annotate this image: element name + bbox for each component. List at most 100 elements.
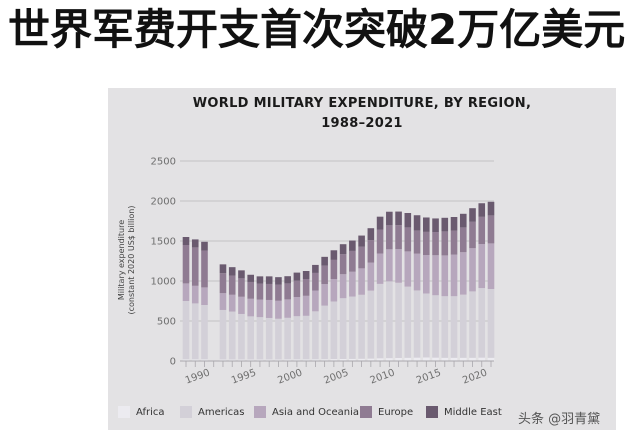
bar-segment-asia-and-oceania xyxy=(376,253,384,284)
bar-segment-middle-east xyxy=(182,237,190,245)
bar-segment-americas xyxy=(441,296,449,358)
bar-segment-middle-east xyxy=(349,240,356,251)
bar-segment-asia-and-oceania xyxy=(191,285,199,304)
legend-swatch-asia-oceania xyxy=(254,406,266,418)
bar-segment-americas xyxy=(302,315,310,360)
bar-segment-africa xyxy=(450,357,458,361)
bar-segment-asia-and-oceania xyxy=(247,298,254,317)
bar-segment-americas xyxy=(275,318,282,360)
bar-segment-americas xyxy=(358,294,365,359)
bar-segment-middle-east xyxy=(312,264,319,273)
legend-item-europe: Europe xyxy=(360,404,413,420)
bar-segment-middle-east xyxy=(404,213,412,228)
bar-segment-europe xyxy=(321,265,328,285)
bar-stack-2018 xyxy=(459,213,467,361)
bar-segment-middle-east xyxy=(441,217,449,232)
bar-segment-americas xyxy=(450,296,458,358)
bar-segment-middle-east xyxy=(321,256,328,266)
bar-segment-asia-and-oceania xyxy=(367,262,375,291)
legend-swatch-europe xyxy=(360,406,372,418)
bar-stack-2010 xyxy=(386,211,393,361)
bar-segment-africa xyxy=(330,359,338,361)
chart-subtitle: 1988–2021 xyxy=(321,116,403,131)
bar-segment-europe xyxy=(275,284,282,301)
bar-stack-2009 xyxy=(376,216,384,361)
bar-segment-africa xyxy=(201,359,208,361)
bar-segment-middle-east xyxy=(284,276,291,284)
bar-segment-africa xyxy=(293,359,301,361)
bar-segment-europe xyxy=(302,279,310,296)
bar-stack-2015 xyxy=(432,218,439,361)
bar-segment-europe xyxy=(256,283,264,300)
bar-segment-africa xyxy=(312,359,319,361)
bar-segment-europe xyxy=(376,229,384,254)
bar-segment-africa xyxy=(459,357,467,361)
bar-segment-asia-and-oceania xyxy=(330,279,338,302)
x-tick-label: 1990 xyxy=(184,367,212,386)
bar-segment-asia-and-oceania xyxy=(487,243,495,289)
bar-segment-africa xyxy=(219,359,227,361)
bar-segment-europe xyxy=(238,278,245,297)
watermark: 头条 @羽青黛 xyxy=(518,412,601,427)
bar-segment-middle-east xyxy=(386,211,393,226)
y-tick-label: 2500 xyxy=(151,157,176,168)
bar-segment-americas xyxy=(386,281,393,359)
bar-segment-asia-and-oceania xyxy=(302,295,310,316)
bar-segment-africa xyxy=(247,359,254,361)
bar-segment-middle-east xyxy=(275,277,282,285)
bar-segment-europe xyxy=(339,254,347,275)
bar-segment-asia-and-oceania xyxy=(321,284,328,306)
bar-segment-europe xyxy=(487,215,495,244)
bar-segment-asia-and-oceania xyxy=(478,244,486,289)
bar-segment-europe xyxy=(228,275,236,295)
bar-segment-asia-and-oceania xyxy=(441,255,449,297)
bar-segment-middle-east xyxy=(228,267,236,276)
y-axis-ticks: 0 500 1000 1500 2000 2500 xyxy=(151,157,176,368)
bar-segment-americas xyxy=(219,309,227,360)
bar-stack-1995 xyxy=(247,274,254,361)
bar-segment-americas xyxy=(339,298,347,359)
bar-segment-middle-east xyxy=(478,203,486,217)
y-tick-label: 0 xyxy=(170,357,176,368)
bar-stack-1996 xyxy=(256,276,264,361)
bar-segment-americas xyxy=(413,290,421,358)
bar-segment-asia-and-oceania xyxy=(413,253,421,291)
bar-segment-asia-and-oceania xyxy=(450,254,458,297)
bar-segment-americas xyxy=(182,301,190,360)
bar-segment-middle-east xyxy=(256,276,264,284)
bar-segment-americas xyxy=(487,289,495,358)
bar-segment-asia-and-oceania xyxy=(284,299,291,318)
bar-segment-americas xyxy=(238,313,245,360)
bar-stack-2011 xyxy=(395,211,402,361)
bar-stack-1992 xyxy=(219,264,227,361)
bar-segment-americas xyxy=(312,311,319,360)
bar-segment-middle-east xyxy=(191,239,199,248)
bar-segment-americas xyxy=(284,317,291,360)
bar-segment-europe xyxy=(201,250,208,288)
bar-segment-africa xyxy=(358,358,365,361)
bar-segment-middle-east xyxy=(302,271,310,279)
x-tick-label: 2020 xyxy=(461,367,489,386)
bar-segment-africa xyxy=(404,357,412,361)
bar-stack-2008 xyxy=(367,228,375,361)
bar-stack-1988 xyxy=(182,237,190,361)
x-tick-label: 1995 xyxy=(230,367,258,386)
x-tick-label: 2000 xyxy=(276,367,304,386)
x-tick-label: 2010 xyxy=(369,367,397,386)
bar-segment-africa xyxy=(349,358,356,361)
bar-segment-americas xyxy=(432,295,439,358)
bar-segment-asia-and-oceania xyxy=(265,299,273,318)
bar-segment-africa xyxy=(191,359,199,361)
bar-segment-middle-east xyxy=(367,228,375,241)
bar-segment-europe xyxy=(182,245,190,284)
bar-segment-americas xyxy=(247,316,254,360)
bar-segment-asia-and-oceania xyxy=(358,268,365,295)
chart-title: WORLD MILITARY EXPENDITURE, BY REGION, xyxy=(192,96,532,111)
bar-segment-africa xyxy=(238,359,245,361)
bar-segment-middle-east xyxy=(487,201,495,216)
chart-bars xyxy=(182,201,495,361)
bar-segment-africa xyxy=(395,357,402,361)
bar-segment-americas xyxy=(256,317,264,360)
bar-stack-2004 xyxy=(330,250,338,361)
